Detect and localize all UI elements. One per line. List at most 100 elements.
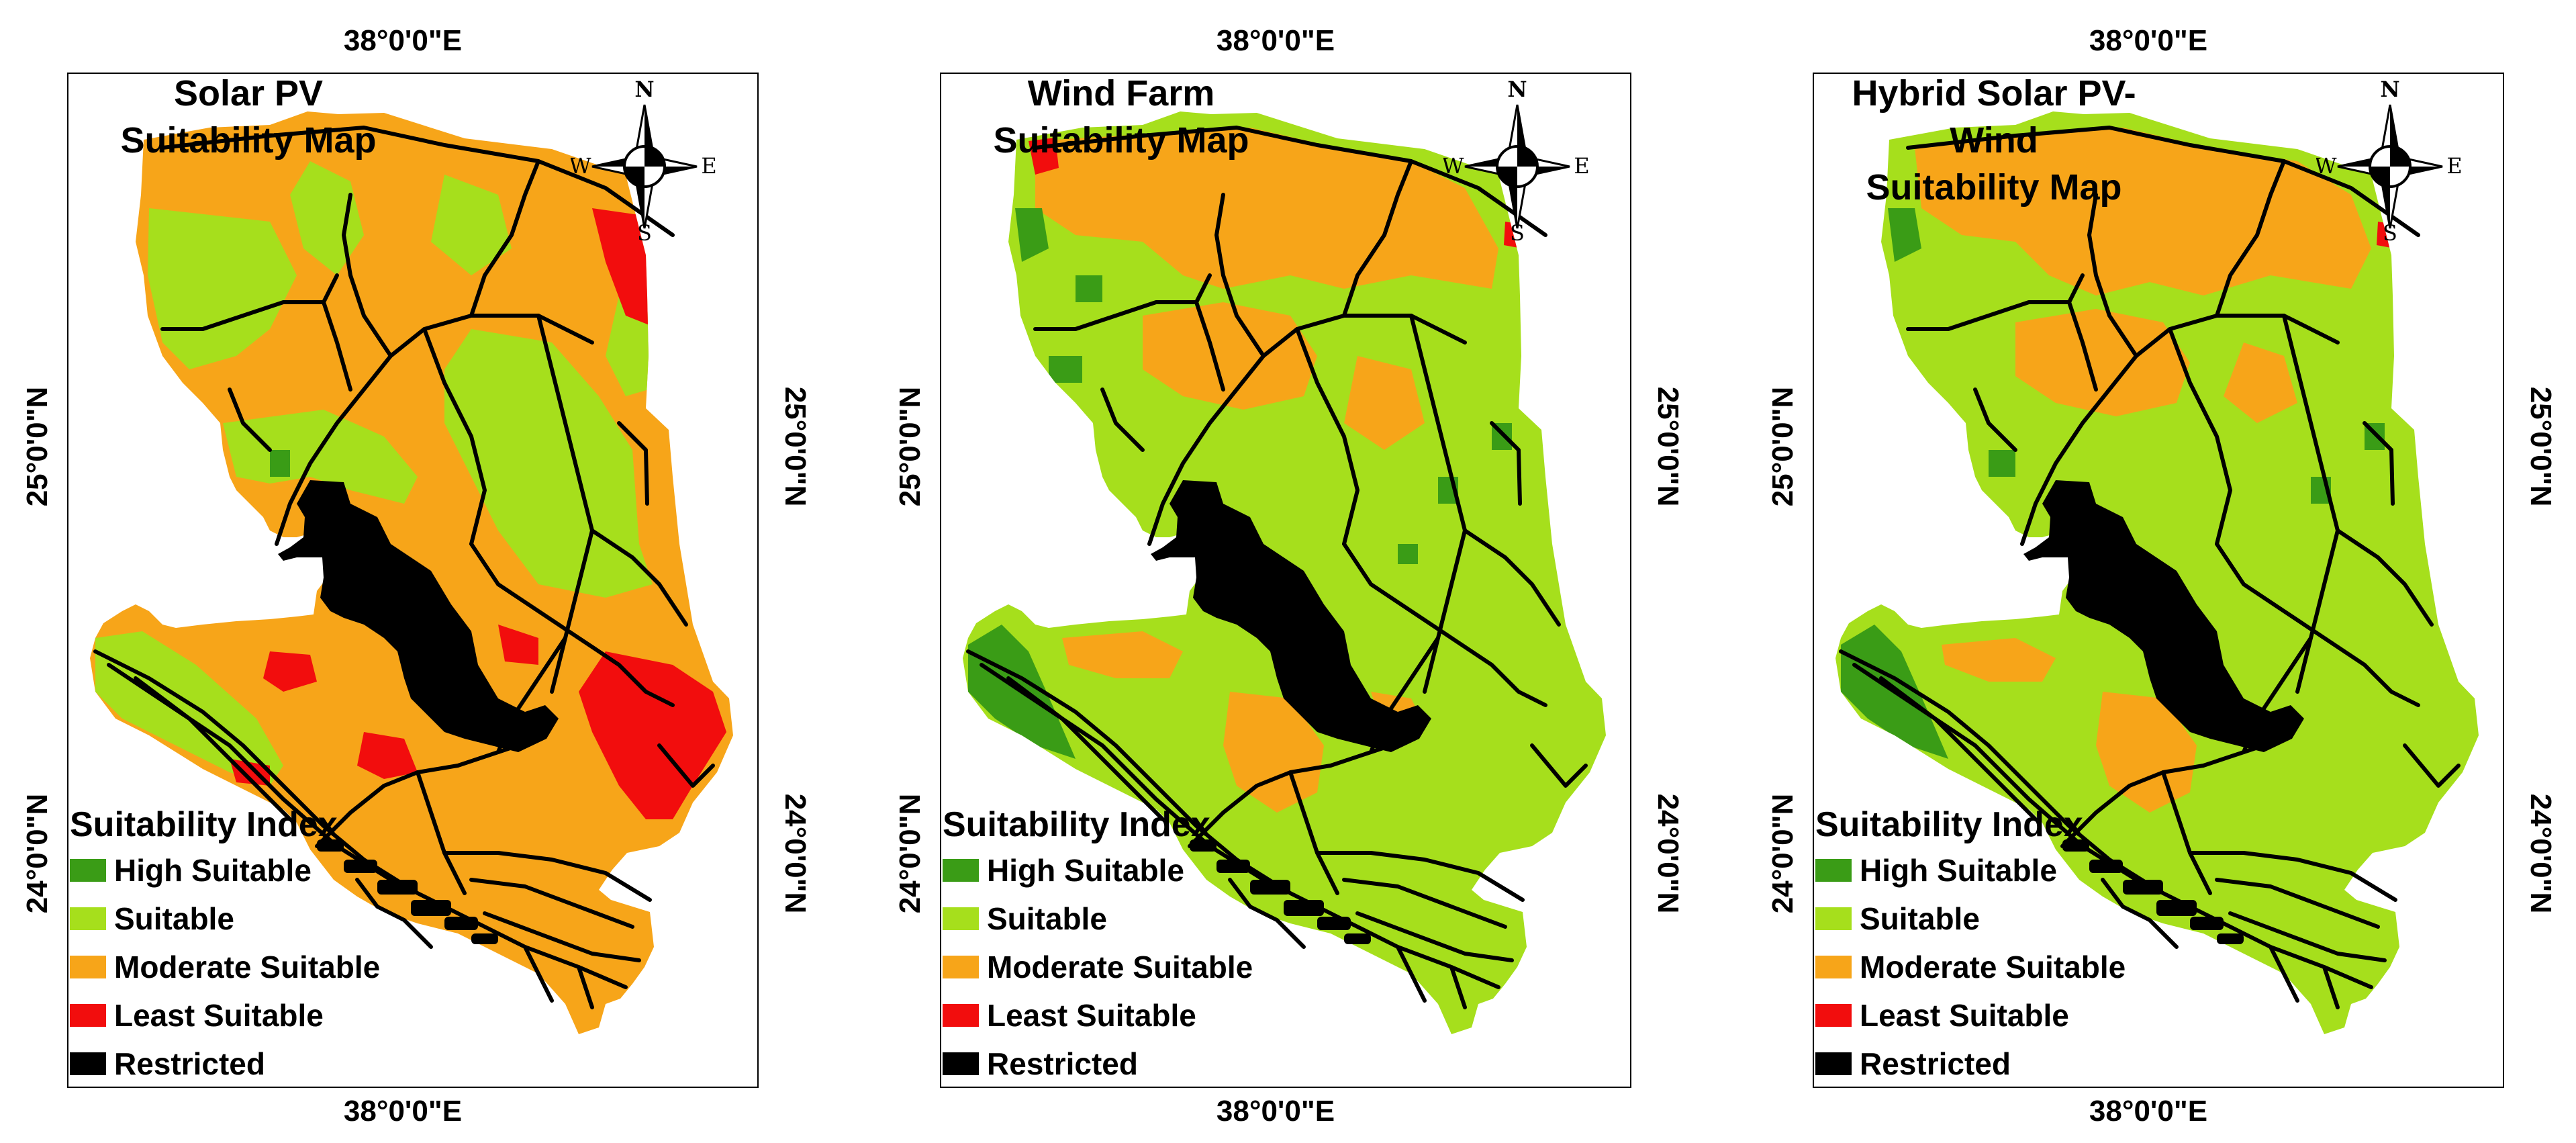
legend-label: Moderate Suitable xyxy=(114,950,381,985)
zone-mod xyxy=(1035,128,1498,289)
legend-label: Restricted xyxy=(1860,1046,2011,1081)
legend-item: Moderate Suitable xyxy=(943,943,1319,991)
zone-high xyxy=(1049,356,1082,383)
road xyxy=(1288,770,1339,895)
road xyxy=(93,649,628,989)
legend-item: Suitable xyxy=(943,895,1319,943)
longitude-label-bottom: 38°0'0"E xyxy=(1216,1095,1335,1128)
map-title-line2: Suitability Map xyxy=(1866,167,2122,208)
road xyxy=(160,300,326,331)
legend-label: Least Suitable xyxy=(114,998,324,1033)
road xyxy=(422,327,487,546)
legend-swatch xyxy=(70,956,106,978)
legend: Suitability Index High Suitable Suitable M… xyxy=(1815,803,2191,1088)
legend-swatch xyxy=(70,859,106,882)
road-network xyxy=(966,126,1588,1009)
zone-least xyxy=(357,732,418,779)
road xyxy=(469,159,540,318)
latitude-label-left-24: 24°0'0"N xyxy=(1766,793,1799,914)
latitude-label-right-24: 24°0'0"N xyxy=(779,793,812,914)
legend-swatch xyxy=(943,1052,979,1075)
road xyxy=(1295,327,1359,546)
latitude-label-right-25: 25°0'0"N xyxy=(1652,386,1684,507)
road xyxy=(1906,126,2420,237)
zone-suit xyxy=(444,329,653,598)
zone-mod xyxy=(1915,128,2371,295)
legend-item: Suitable xyxy=(1815,895,2191,943)
zone-suit xyxy=(95,631,283,786)
urban-block xyxy=(2190,917,2224,930)
legend-swatch xyxy=(1815,956,1852,978)
legend-label: High Suitable xyxy=(987,853,1184,888)
latitude-label-right-24: 24°0'0"N xyxy=(1652,793,1684,914)
legend-swatch xyxy=(1815,1052,1852,1075)
zone-least xyxy=(579,651,726,819)
zone-mod xyxy=(1062,631,1183,678)
compass-north-label: N xyxy=(2380,77,2399,102)
zone-high xyxy=(181,490,203,517)
legend-item: Restricted xyxy=(1815,1040,2191,1088)
road xyxy=(496,636,567,754)
compass-west-label: W xyxy=(2316,153,2337,179)
latitude-label-right-25: 25°0'0"N xyxy=(779,386,812,507)
road xyxy=(1879,676,2038,821)
latitude-label-left-24: 24°0'0"N xyxy=(21,793,54,914)
road xyxy=(1839,649,2373,989)
zone-mod xyxy=(1143,302,1317,410)
urban-block xyxy=(1317,917,1351,930)
compass-south-label: S xyxy=(637,220,652,246)
legend-label: Least Suitable xyxy=(987,998,1196,1033)
zone-suit xyxy=(223,410,418,504)
road xyxy=(1033,126,1547,237)
map-panel-solar: 38°0'0"E 25°0'0"N 24°0'0"N 25°0'0"N 24°0… xyxy=(0,0,832,1143)
road xyxy=(1355,911,1514,962)
restricted-area xyxy=(1151,480,1431,752)
road xyxy=(1342,159,1413,318)
map-title-line1: Wind Farm xyxy=(1027,73,1215,113)
zone-mod xyxy=(2224,342,2297,423)
zone-high xyxy=(270,450,290,477)
road xyxy=(2215,159,2286,318)
urban-block xyxy=(471,933,498,944)
road xyxy=(2168,327,2232,546)
road xyxy=(1449,965,1467,1009)
road xyxy=(1100,387,1145,452)
legend-swatch xyxy=(1815,907,1852,930)
suitability-zones xyxy=(95,161,726,819)
zone-mod xyxy=(2015,309,2190,416)
road xyxy=(1490,421,1522,506)
suitability-map xyxy=(90,111,733,1034)
zone-mod xyxy=(1942,638,2056,682)
road xyxy=(416,770,467,895)
zone-high xyxy=(1398,544,1418,564)
map-title-line2: Suitability Map xyxy=(120,120,377,161)
road xyxy=(2403,743,2461,788)
road xyxy=(1396,945,1427,1003)
road xyxy=(469,542,675,707)
road xyxy=(483,911,641,962)
road xyxy=(134,676,292,821)
latitude-label-right-25: 25°0'0"N xyxy=(2524,386,2557,507)
compass-east-label: E xyxy=(2446,153,2462,179)
legend-swatch xyxy=(943,907,979,930)
road xyxy=(657,743,715,788)
zone-high xyxy=(1015,208,1049,262)
legend-label: Suitable xyxy=(114,901,234,936)
road xyxy=(2215,542,2420,707)
road-network xyxy=(1839,126,2461,1009)
urban-block xyxy=(2062,839,2089,852)
legend-item: Moderate Suitable xyxy=(1815,943,2191,991)
map-frame xyxy=(67,73,759,1088)
road xyxy=(2228,911,2387,962)
legend-swatch xyxy=(1815,859,1852,882)
map-panel-hybrid: 38°0'0"E 25°0'0"N 24°0'0"N 25°0'0"N 24°0… xyxy=(1746,0,2576,1143)
urban-block xyxy=(1284,900,1324,916)
zone-mod xyxy=(2096,692,2197,813)
road xyxy=(2161,770,2212,895)
legend: Suitability Index High Suitable Suitable M… xyxy=(70,803,446,1088)
urban-block xyxy=(1217,860,1250,873)
legend-swatch xyxy=(1815,1004,1852,1027)
zone-high xyxy=(1888,208,1921,262)
urban-area xyxy=(1190,839,1371,944)
legend-item: Least Suitable xyxy=(1815,991,2191,1040)
